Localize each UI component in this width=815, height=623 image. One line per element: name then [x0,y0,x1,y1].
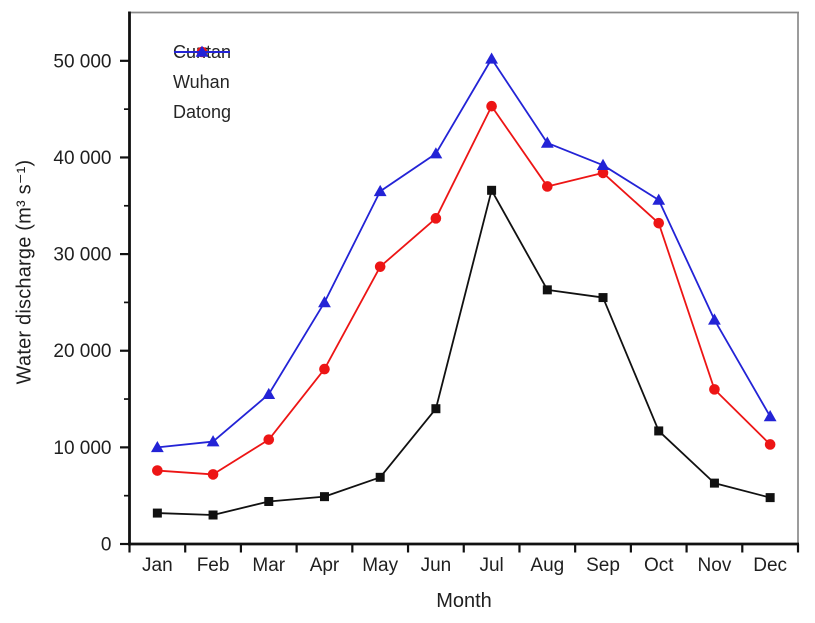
data-point-wuhan-may [374,261,386,272]
data-point-datong-dec [763,410,777,422]
series-line-datong [157,57,771,449]
data-point-wuhan-aug [542,181,553,192]
data-point-wuhan-apr [319,363,330,375]
data-point-wuhan-sep [597,167,609,179]
legend-label-wuhan: Wuhan [173,72,230,92]
data-point-datong-aug [540,136,554,148]
x-tick-label: Oct [644,555,674,576]
data-point-wuhan-jun [430,213,442,224]
data-point-cuntan-sep [598,293,608,303]
x-tick-label: Apr [310,555,340,576]
data-point-cuntan-jan [152,508,162,518]
triangle-marker-icon [174,45,230,57]
data-point-datong-jan [150,440,164,453]
data-point-datong-jul [485,52,499,64]
x-tick-label: Jul [479,555,503,576]
data-point-cuntan-jun [431,404,441,414]
y-tick-label: 0 [101,535,112,556]
data-point-datong-mar [262,387,276,400]
data-point-cuntan-oct [654,426,664,436]
data-point-wuhan-jan [152,465,163,476]
data-point-cuntan-may [375,472,385,482]
data-point-wuhan-mar [263,434,275,445]
legend-item-wuhan: Wuhan [173,46,231,93]
data-point-wuhan-dec [764,439,776,450]
y-axis-title: Water discharge (m³ s⁻¹) [13,159,36,385]
data-point-wuhan-nov [709,384,720,395]
data-point-cuntan-feb [208,510,218,520]
data-point-datong-sep [596,158,610,170]
data-point-datong-oct [652,193,666,205]
data-point-cuntan-apr [319,492,329,502]
chart-legend: CuntanWuhanDatong [173,42,231,123]
x-tick-label: Mar [252,555,285,576]
data-point-cuntan-nov [709,478,719,488]
y-tick-label: 20 000 [53,341,111,362]
y-tick-label: 50 000 [53,51,111,72]
x-tick-label: Jan [142,555,173,576]
data-point-datong-may [373,184,387,197]
data-point-cuntan-jul [487,185,497,195]
data-point-datong-feb [206,435,220,447]
data-point-wuhan-oct [653,217,665,229]
x-tick-label: Dec [753,555,787,576]
data-point-datong-jun [429,147,443,159]
data-point-cuntan-aug [542,285,552,295]
data-point-datong-nov [708,313,721,325]
data-point-cuntan-dec [765,493,775,503]
legend-label-datong: Datong [173,102,232,122]
x-tick-label: Jun [421,555,452,576]
series-line-wuhan [157,105,771,476]
y-tick-label: 40 000 [53,148,111,169]
legend-item-datong: Datong [173,45,232,123]
data-point-wuhan-jul [486,100,497,112]
x-tick-label: Feb [197,555,230,576]
series-line-cuntan [157,189,771,516]
x-tick-label: Sep [586,555,620,576]
data-point-datong-apr [318,296,331,308]
x-axis-title: Month [436,590,492,612]
x-tick-label: Nov [698,555,732,576]
x-tick-label: Aug [530,555,564,576]
x-tick-label: May [362,555,398,576]
y-tick-label: 30 000 [53,245,111,266]
data-point-cuntan-mar [264,496,274,506]
data-point-wuhan-feb [207,469,219,480]
y-tick-label: 10 000 [53,438,111,459]
